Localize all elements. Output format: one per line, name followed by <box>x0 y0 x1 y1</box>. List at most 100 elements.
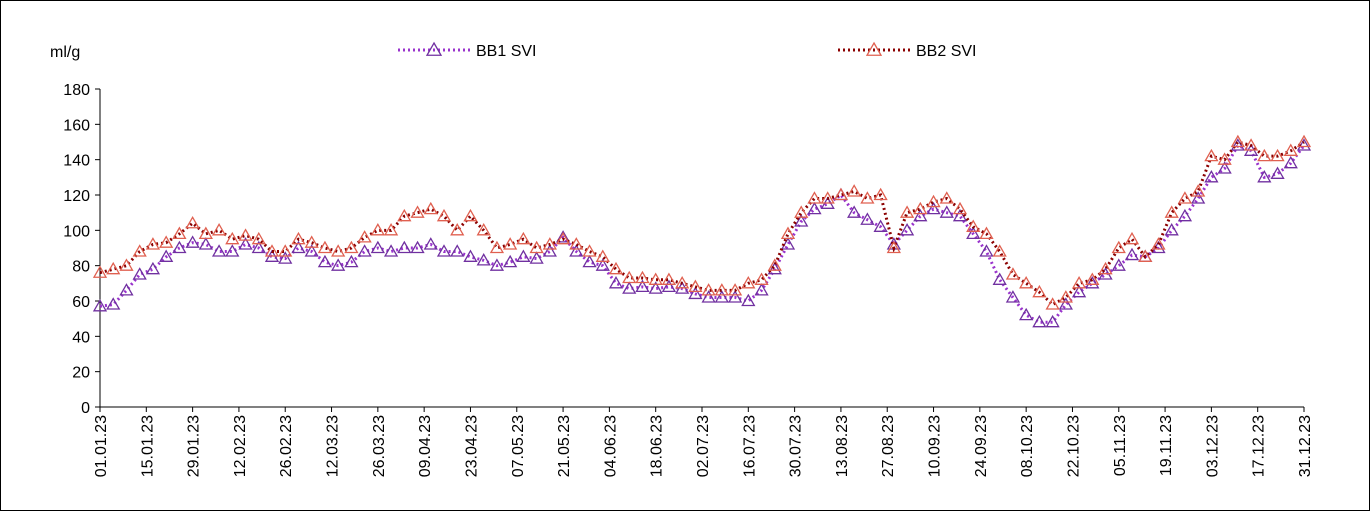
marker <box>913 208 928 222</box>
x-tick-label: 29.01.23 <box>186 415 203 477</box>
marker <box>278 244 293 257</box>
marker <box>661 279 677 293</box>
marker <box>1164 223 1179 236</box>
marker <box>555 231 571 245</box>
x-tick-label: 18.06.23 <box>649 415 666 477</box>
marker <box>119 258 134 271</box>
y-tick-label: 60 <box>72 294 90 311</box>
marker <box>754 272 769 285</box>
x-tick-label: 30.07.23 <box>788 415 805 477</box>
marker <box>899 223 915 236</box>
marker <box>1085 272 1100 285</box>
marker <box>1296 138 1312 151</box>
marker <box>489 258 505 271</box>
marker <box>463 249 478 262</box>
y-axis-label: ml/g <box>50 44 80 61</box>
marker <box>278 251 293 264</box>
marker <box>172 226 187 240</box>
marker <box>608 261 624 275</box>
marker <box>357 244 372 257</box>
marker <box>1111 240 1126 254</box>
marker <box>106 261 121 275</box>
marker <box>741 276 756 289</box>
marker <box>251 231 266 245</box>
marker <box>992 244 1007 257</box>
marker <box>251 240 266 254</box>
y-tick-label: 140 <box>63 153 90 170</box>
marker <box>820 191 835 204</box>
marker <box>648 272 663 285</box>
marker <box>847 184 862 197</box>
marker <box>780 226 796 240</box>
marker <box>344 240 359 254</box>
marker <box>489 240 505 254</box>
x-tick-label: 01.01.23 <box>93 415 110 477</box>
marker <box>860 212 875 225</box>
marker <box>1071 276 1087 289</box>
marker <box>979 226 994 240</box>
marker <box>264 244 280 257</box>
marker <box>675 276 690 289</box>
y-tick-label: 100 <box>63 223 90 240</box>
legend-marker <box>865 41 883 56</box>
marker <box>529 240 544 254</box>
marker <box>450 223 465 236</box>
series-line <box>99 143 1306 324</box>
marker <box>291 240 306 254</box>
marker <box>1257 170 1272 183</box>
x-tick-label: 26.02.23 <box>278 415 295 477</box>
marker <box>291 231 306 245</box>
x-tick-label: 22.10.23 <box>1065 415 1082 477</box>
marker <box>714 283 729 296</box>
marker <box>516 231 531 245</box>
marker <box>886 240 901 254</box>
marker <box>145 237 161 250</box>
marker <box>159 235 174 248</box>
marker <box>1243 138 1259 151</box>
marker <box>132 244 147 257</box>
marker <box>198 226 213 240</box>
marker <box>926 194 941 208</box>
marker <box>225 231 240 245</box>
marker <box>767 258 782 271</box>
marker <box>807 201 822 215</box>
marker <box>159 249 174 262</box>
marker <box>688 279 703 293</box>
marker <box>847 205 862 218</box>
marker <box>211 244 227 257</box>
marker <box>979 244 994 257</box>
marker <box>992 272 1007 285</box>
marker <box>860 191 875 204</box>
marker <box>542 237 557 250</box>
marker <box>754 283 769 296</box>
x-tick-label: 04.06.23 <box>602 415 619 477</box>
legend-label: BB2 SVI <box>916 43 976 60</box>
marker <box>410 240 425 254</box>
marker <box>1257 148 1272 162</box>
x-tick-label: 03.12.23 <box>1204 415 1221 477</box>
marker <box>873 219 888 232</box>
marker <box>807 191 822 204</box>
marker <box>569 237 584 250</box>
marker <box>648 281 663 294</box>
marker <box>701 283 716 296</box>
x-tick-label: 24.09.23 <box>973 415 990 477</box>
marker <box>211 223 227 236</box>
y-tick-label: 160 <box>63 117 90 134</box>
marker <box>1045 314 1060 328</box>
marker <box>1019 276 1034 289</box>
marker <box>899 205 915 218</box>
marker <box>225 244 240 257</box>
marker <box>833 187 849 201</box>
marker <box>529 251 544 264</box>
marker <box>595 249 610 262</box>
y-tick-label: 0 <box>81 400 90 417</box>
marker <box>344 254 359 268</box>
marker <box>1177 191 1193 204</box>
marker <box>727 283 743 296</box>
marker <box>423 201 438 215</box>
marker <box>873 187 888 201</box>
x-tick-label: 21.05.23 <box>556 415 573 477</box>
x-tick-label: 13.08.23 <box>834 415 851 477</box>
y-tick-label: 40 <box>72 329 90 346</box>
